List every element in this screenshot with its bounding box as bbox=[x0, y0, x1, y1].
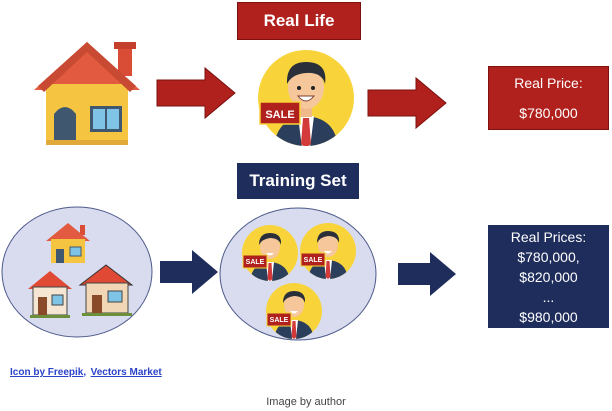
real-prices-line: $980,000 bbox=[519, 308, 578, 325]
arrow-right-icon bbox=[367, 76, 447, 130]
sales-agent-icon: SALE bbox=[242, 225, 298, 281]
arrow-right-icon bbox=[398, 252, 456, 296]
svg-text:SALE: SALE bbox=[304, 257, 323, 264]
real-prices-line: $820,000 bbox=[519, 268, 578, 285]
sales-agent-icon: SALE bbox=[266, 283, 322, 339]
houses-group bbox=[1, 206, 153, 338]
real-prices-line: Real Prices: bbox=[510, 228, 587, 245]
arrow-right-icon bbox=[160, 250, 218, 294]
real-price-title: Real Price: bbox=[514, 75, 583, 91]
freepik-link[interactable]: Icon by Freepik bbox=[10, 367, 84, 378]
training-set-label: Training Set bbox=[237, 163, 359, 199]
sales-agent-icon: SALE bbox=[300, 223, 356, 279]
real-price-value: $780,000 bbox=[519, 105, 578, 121]
arrow-right-icon bbox=[156, 66, 236, 120]
agents-group: SALE SALE SALE bbox=[219, 207, 377, 341]
svg-text:SALE: SALE bbox=[265, 109, 294, 121]
real-prices-line: $780,000, bbox=[517, 248, 580, 265]
svg-text:SALE: SALE bbox=[246, 259, 265, 266]
image-caption: Image by author bbox=[0, 396, 612, 408]
house-icon bbox=[34, 42, 140, 145]
house-icon bbox=[28, 271, 72, 318]
image-caption-text: Image by author bbox=[266, 396, 346, 408]
vectors-market-link[interactable]: Vectors Market bbox=[90, 367, 162, 378]
house-icon bbox=[78, 264, 134, 316]
house-icon bbox=[46, 223, 90, 263]
real-prices-line: ... bbox=[542, 288, 555, 305]
real-price-box: Real Price: $780,000 bbox=[488, 66, 609, 130]
sales-agent-icon: SALE bbox=[258, 50, 354, 146]
svg-text:SALE: SALE bbox=[270, 317, 289, 324]
real-prices-box: Real Prices: $780,000, $820,000 ... $980… bbox=[488, 225, 609, 328]
credits-separator: , bbox=[83, 367, 87, 378]
icon-credits: Icon by Freepik, Vectors Market bbox=[10, 362, 162, 380]
real-life-label: Real Life bbox=[237, 2, 361, 40]
training-set-label-text: Training Set bbox=[249, 171, 347, 190]
real-life-label-text: Real Life bbox=[263, 11, 335, 30]
